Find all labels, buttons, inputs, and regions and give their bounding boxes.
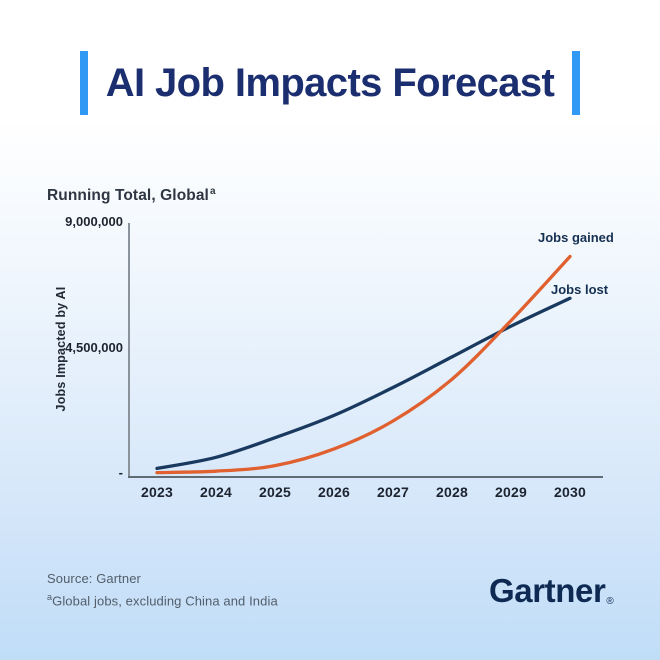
line-plot (155, 254, 572, 475)
title-accent-bar-left (79, 51, 88, 115)
jobs-lost-line (155, 296, 572, 471)
gartner-logo: Gartner ® (489, 572, 614, 610)
x-tick-label: 2029 (495, 484, 527, 500)
series-label-jobs-lost: Jobs lost (551, 282, 609, 297)
footnote-text: Global jobs, excluding China and India (52, 593, 278, 609)
footnote: aGlobal jobs, excluding China and India (47, 588, 278, 610)
x-tick-label: 2026 (318, 484, 350, 500)
gartner-logo-text: Gartner (489, 572, 606, 609)
x-axis-line (128, 476, 603, 478)
page-title: AI Job Impacts Forecast (105, 60, 555, 105)
jobs-gained-line (155, 254, 572, 475)
x-tick-label: 2027 (377, 484, 409, 500)
x-tick-label: 2023 (141, 484, 173, 500)
x-tick-label: 2028 (436, 484, 468, 500)
source-text: Source: Gartner (47, 571, 141, 586)
footnote-superscript: a (47, 592, 53, 602)
chart-footer: Source: Gartner aGlobal jobs, excluding … (47, 569, 278, 610)
title-accent-bar-right (572, 51, 581, 115)
x-tick-label: 2030 (554, 484, 586, 500)
y-tick-label: 9,000,000 (65, 214, 123, 229)
y-tick-label: - (118, 465, 123, 480)
x-tick-label: 2024 (200, 484, 232, 500)
chart-subtitle-text: Running Total, Global (47, 187, 209, 205)
chart-subtitle-superscript: a (209, 186, 216, 197)
series-label-jobs-gained: Jobs gained (538, 230, 614, 245)
chart-subtitle: Running Total, Globala (47, 186, 216, 205)
y-tick-label: 4,500,000 (65, 339, 123, 355)
y-axis-line (128, 223, 130, 478)
x-tick-label: 2025 (259, 484, 291, 500)
page-header: AI Job Impacts Forecast (0, 51, 660, 115)
registered-mark-icon: ® (606, 596, 614, 607)
